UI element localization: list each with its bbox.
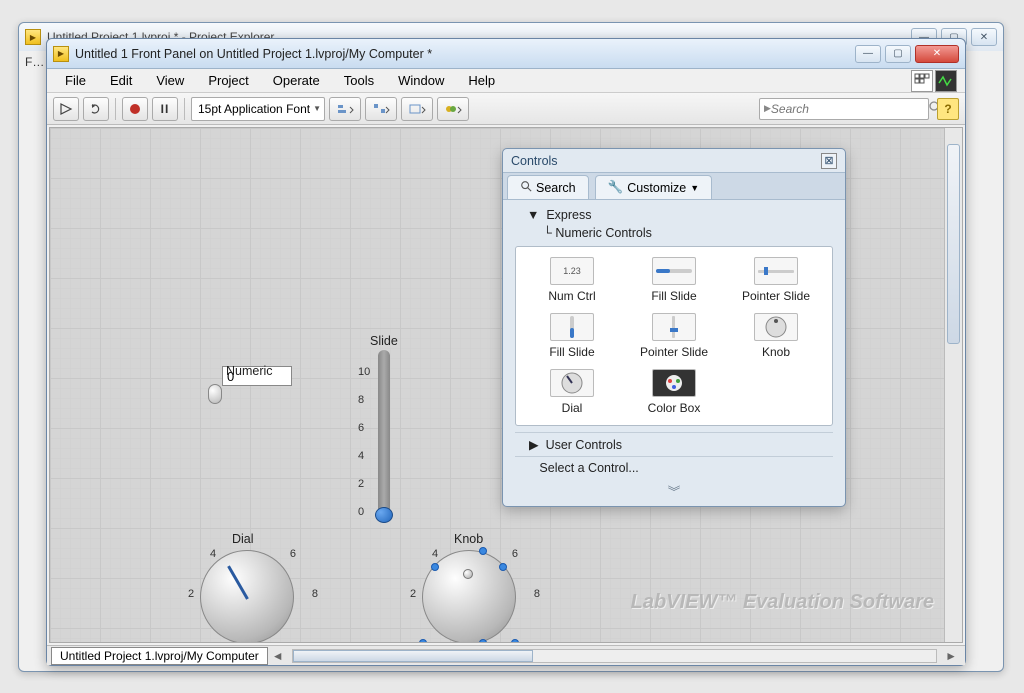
knob-label: Knob [454, 532, 483, 546]
slide-label: Slide [370, 334, 398, 348]
resize-button[interactable] [401, 97, 433, 121]
wrench-icon: 🔧 [608, 180, 624, 195]
numeric-controls-header[interactable]: └ Numeric Controls [515, 224, 833, 242]
search-input[interactable] [771, 102, 928, 116]
menu-project[interactable]: Project [198, 71, 258, 90]
palette-search-label: Search [536, 181, 576, 195]
minimize-button[interactable]: — [855, 45, 881, 63]
palette-customize-label: Customize [627, 181, 686, 195]
menu-view[interactable]: View [146, 71, 194, 90]
dial-label: Dial [232, 532, 254, 546]
menubar: File Edit View Project Operate Tools Win… [47, 69, 965, 93]
palette-tabs: Search 🔧 Customize ▼ [503, 173, 845, 200]
distribute-button[interactable] [365, 97, 397, 121]
front-window-title: Untitled 1 Front Panel on Untitled Proje… [75, 47, 855, 61]
dial-icon [550, 369, 594, 397]
labview-icon: ▶ [25, 29, 41, 45]
menu-tools[interactable]: Tools [334, 71, 384, 90]
slide-handle[interactable] [375, 507, 393, 523]
palette-item-knob[interactable]: Knob [728, 313, 824, 359]
pointerslide-h-icon [754, 257, 798, 285]
vertical-scrollbar[interactable] [944, 128, 962, 642]
selection-handle[interactable] [479, 547, 487, 555]
scroll-right-icon[interactable]: ► [941, 649, 961, 663]
close-button[interactable]: ✕ [915, 45, 959, 63]
select-control-row[interactable]: Select a Control... [515, 456, 833, 479]
close-button[interactable]: ✕ [971, 28, 997, 46]
palette-customize-tab[interactable]: 🔧 Customize ▼ [595, 175, 713, 199]
numeric-stepper[interactable] [208, 384, 222, 404]
selection-handle[interactable] [499, 563, 507, 571]
selection-handle[interactable] [431, 563, 439, 571]
vi-icon[interactable] [935, 70, 957, 92]
express-header[interactable]: ▼ Express [515, 206, 833, 224]
numeric-label: Numeric [226, 364, 273, 378]
dial-body[interactable] [200, 550, 294, 643]
palette-item-dial[interactable]: Dial [524, 369, 620, 415]
knob-icon [754, 313, 798, 341]
palette-item-numctrl[interactable]: 1.23Num Ctrl [524, 257, 620, 303]
palette-titlebar[interactable]: Controls ⊠ [503, 149, 845, 173]
knob-control[interactable]: Knob 0 2 4 6 8 10 [408, 532, 516, 643]
colorbox-icon [652, 369, 696, 397]
maximize-button[interactable]: ▢ [885, 45, 911, 63]
panel-grid-icon[interactable] [911, 70, 933, 92]
palette-grid: 1.23Num Ctrl Fill Slide Pointer Slide Fi… [515, 246, 833, 426]
front-titlebar[interactable]: ▶ Untitled 1 Front Panel on Untitled Pro… [47, 39, 965, 69]
slide-ticks: 10 8 6 4 2 0 [358, 350, 370, 518]
controls-palette[interactable]: Controls ⊠ Search 🔧 Customize ▼ ▼ Expres… [502, 148, 846, 507]
knob-indicator [463, 569, 473, 579]
font-selector[interactable]: 15pt Application Font [191, 97, 325, 121]
numctrl-icon: 1.23 [550, 257, 594, 285]
slide-track[interactable] [378, 350, 390, 518]
palette-title-text: Controls [511, 154, 558, 168]
menu-help[interactable]: Help [458, 71, 505, 90]
status-tab[interactable]: Untitled Project 1.lvproj/My Computer [51, 647, 268, 665]
abort-button[interactable] [122, 97, 148, 121]
palette-item-colorbox[interactable]: Color Box [626, 369, 722, 415]
palette-item-fillslide-h[interactable]: Fill Slide [626, 257, 722, 303]
menu-operate[interactable]: Operate [263, 71, 330, 90]
pointerslide-v-icon [652, 313, 696, 341]
help-button[interactable]: ? [937, 98, 959, 120]
font-selector-label: 15pt Application Font [198, 102, 310, 116]
user-controls-row[interactable]: ▶ User Controls [515, 432, 833, 456]
palette-item-pointerslide-v[interactable]: Pointer Slide [626, 313, 722, 359]
selection-handle[interactable] [479, 639, 487, 643]
palette-search-tab[interactable]: Search [507, 175, 589, 199]
watermark-text: LabVIEW™ Evaluation Software [631, 591, 934, 614]
toolbar: II 15pt Application Font ▶ ? [47, 93, 965, 125]
palette-item-pointerslide-h[interactable]: Pointer Slide [728, 257, 824, 303]
fillslide-v-icon [550, 313, 594, 341]
chevron-down-icon: ▼ [690, 183, 699, 193]
horizontal-scrollbar[interactable] [292, 649, 937, 663]
search-box[interactable]: ▶ [759, 98, 929, 120]
numeric-control[interactable]: Numeric 0 [208, 364, 292, 386]
search-icon [520, 180, 532, 195]
pause-button[interactable]: II [152, 97, 178, 121]
reorder-button[interactable] [437, 97, 469, 121]
dial-needle [227, 565, 249, 599]
knob-body[interactable] [422, 550, 516, 643]
slide-control[interactable]: Slide 10 8 6 4 2 0 [358, 336, 390, 518]
scroll-left-icon[interactable]: ◄ [268, 649, 288, 663]
palette-expand-icon[interactable]: ︾ [515, 479, 833, 502]
fillslide-h-icon [652, 257, 696, 285]
palette-pin-icon[interactable]: ⊠ [821, 153, 837, 169]
status-bar: Untitled Project 1.lvproj/My Computer ◄ … [47, 645, 965, 665]
align-button[interactable] [329, 97, 361, 121]
dial-control[interactable]: Dial 0 2 4 6 8 10 [186, 532, 294, 643]
search-arrow-icon: ▶ [764, 103, 771, 114]
palette-item-fillslide-v[interactable]: Fill Slide [524, 313, 620, 359]
run-button[interactable] [53, 97, 79, 121]
selection-handle[interactable] [419, 639, 427, 643]
menu-edit[interactable]: Edit [100, 71, 142, 90]
menu-file[interactable]: File [55, 71, 96, 90]
run-continuous-button[interactable] [83, 97, 109, 121]
menu-window[interactable]: Window [388, 71, 454, 90]
labview-icon: ▶ [53, 46, 69, 62]
selection-handle[interactable] [511, 639, 519, 643]
